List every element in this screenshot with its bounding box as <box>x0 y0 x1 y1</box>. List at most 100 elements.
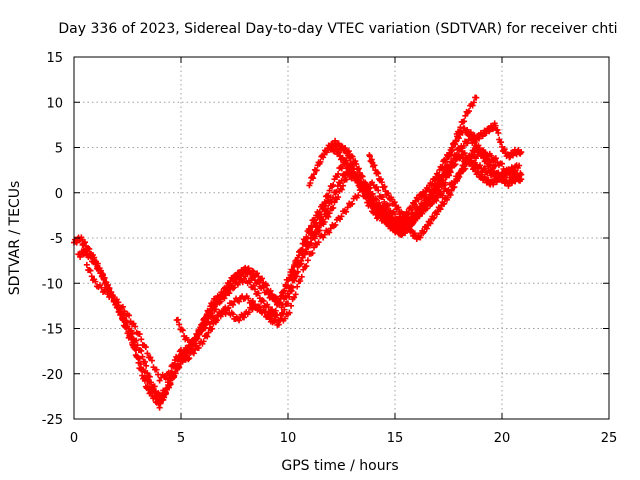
data-point <box>309 174 316 181</box>
data-point <box>499 160 505 167</box>
data-point <box>148 379 155 386</box>
data-point <box>338 213 345 220</box>
data-point <box>429 180 436 187</box>
series-track-8 <box>366 142 525 242</box>
data-point <box>425 186 432 193</box>
data-point <box>303 263 310 270</box>
data-point <box>352 173 359 180</box>
data-point <box>151 383 158 390</box>
data-point <box>294 257 301 264</box>
y-tick-label: 10 <box>46 96 63 111</box>
data-point <box>479 151 486 158</box>
data-point <box>87 267 94 274</box>
data-point <box>307 180 314 187</box>
data-point <box>256 304 263 311</box>
data-point <box>291 263 298 270</box>
data-point <box>184 336 191 343</box>
data-point <box>236 298 243 305</box>
data-point <box>130 320 137 327</box>
data-point <box>473 142 480 149</box>
data-point <box>385 190 392 197</box>
y-tick-label: -10 <box>42 277 63 292</box>
data-point <box>399 210 406 217</box>
data-point <box>268 291 275 298</box>
data-point <box>467 129 474 136</box>
data-point <box>221 295 228 302</box>
data-point <box>349 153 356 160</box>
data-point <box>156 404 163 411</box>
data-point <box>200 338 207 345</box>
data-point <box>250 268 257 275</box>
data-point <box>455 135 462 142</box>
data-point <box>217 298 224 305</box>
data-point <box>298 260 305 267</box>
data-point <box>332 221 339 228</box>
data-point <box>148 357 155 364</box>
data-point <box>286 274 293 281</box>
data-point <box>501 146 508 153</box>
data-point <box>128 327 135 334</box>
data-point <box>229 301 236 308</box>
data-point <box>281 287 288 294</box>
series-track-6 <box>327 143 520 239</box>
data-point <box>493 170 500 177</box>
data-point <box>441 200 448 207</box>
data-point <box>196 331 203 338</box>
data-point <box>453 138 460 145</box>
data-point <box>453 152 460 159</box>
x-tick-label: 25 <box>601 431 618 446</box>
data-point <box>277 295 284 302</box>
data-point <box>344 149 351 156</box>
data-point <box>515 175 522 182</box>
data-point <box>281 315 288 322</box>
data-point <box>320 154 327 161</box>
data-marks <box>71 94 525 411</box>
data-point <box>355 192 362 199</box>
data-point <box>276 300 283 307</box>
data-point <box>299 246 306 253</box>
data-point <box>282 281 289 288</box>
data-point <box>486 161 493 168</box>
data-point <box>251 286 258 293</box>
data-point <box>115 299 122 306</box>
data-point <box>417 234 424 241</box>
data-point <box>518 171 525 178</box>
data-point <box>293 273 300 280</box>
data-point <box>433 197 440 204</box>
data-point <box>294 283 301 290</box>
data-point <box>323 149 330 156</box>
data-point <box>405 210 412 217</box>
data-point <box>103 287 110 294</box>
data-point <box>291 294 298 301</box>
data-point <box>338 165 345 172</box>
data-point <box>251 301 258 308</box>
data-point <box>265 304 272 311</box>
data-point <box>186 355 193 362</box>
data-point <box>310 175 317 182</box>
data-point <box>379 193 386 200</box>
data-point <box>469 102 476 109</box>
data-point <box>322 202 329 209</box>
data-point <box>212 306 219 313</box>
data-point <box>338 186 345 193</box>
data-point <box>461 150 468 157</box>
data-point <box>259 275 266 282</box>
data-point <box>92 278 99 285</box>
data-point <box>102 279 109 286</box>
data-point <box>344 204 351 211</box>
data-point <box>317 158 324 165</box>
data-point <box>408 222 415 229</box>
data-point <box>445 153 452 160</box>
data-point <box>464 158 471 165</box>
data-point <box>172 370 179 377</box>
data-point <box>205 329 212 336</box>
data-point <box>310 171 317 178</box>
data-point <box>272 307 279 314</box>
data-point <box>299 254 306 261</box>
data-point <box>398 232 405 239</box>
data-point <box>454 175 461 182</box>
data-point <box>330 204 337 211</box>
data-point <box>291 277 298 284</box>
data-point <box>473 94 480 101</box>
